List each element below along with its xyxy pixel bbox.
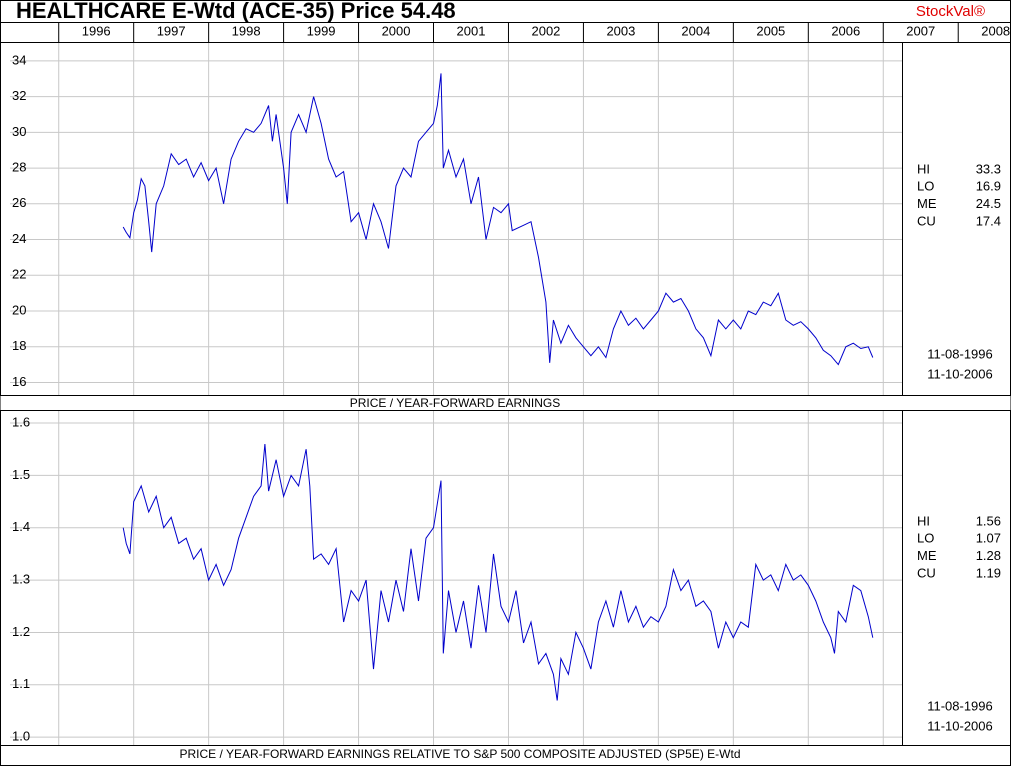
stat-value: 1.07	[976, 531, 1001, 546]
date-label: 11-10-2006	[927, 718, 993, 733]
y-tick-label: 20	[12, 302, 26, 317]
y-tick-label: 1.6	[12, 414, 30, 429]
x-tick-label: 1997	[157, 23, 186, 38]
brand: StockVal®	[916, 3, 985, 20]
y-tick-label: 26	[12, 195, 26, 210]
date-label: 11-10-2006	[927, 366, 993, 381]
data-line	[122, 73, 874, 366]
stat-label: HI	[917, 513, 930, 528]
x-tick-label: 1999	[307, 23, 336, 38]
x-tick-label: 2008	[981, 23, 1010, 38]
x-tick-label: 1998	[232, 23, 261, 38]
stat-value: 33.3	[976, 161, 1001, 176]
y-tick-label: 1.2	[12, 624, 30, 639]
stat-value: 17.4	[976, 213, 1001, 228]
stat-value: 1.19	[976, 565, 1001, 580]
y-tick-label: 1.4	[12, 519, 30, 534]
stat-label: LO	[917, 531, 934, 546]
x-tick-label: 2000	[382, 23, 411, 38]
x-tick-label: 2003	[606, 23, 635, 38]
panel-caption: PRICE / YEAR-FORWARD EARNINGS	[350, 396, 560, 410]
y-tick-label: 16	[12, 374, 26, 389]
stat-value: 24.5	[976, 196, 1001, 211]
caption-strip	[0, 395, 1011, 411]
panel-caption: PRICE / YEAR-FORWARD EARNINGS RELATIVE T…	[179, 747, 740, 761]
x-tick-label: 2006	[831, 23, 860, 38]
stat-label: HI	[917, 161, 930, 176]
y-tick-label: 1.0	[12, 729, 30, 744]
x-tick-label: 2001	[457, 23, 486, 38]
x-tick-label: 2004	[681, 23, 710, 38]
y-tick-label: 30	[12, 124, 26, 139]
stat-value: 1.28	[976, 548, 1001, 563]
stat-label: ME	[917, 548, 937, 563]
stat-label: ME	[917, 196, 937, 211]
date-label: 11-08-1996	[927, 346, 993, 361]
y-tick-label: 28	[12, 160, 26, 175]
stat-value: 16.9	[976, 179, 1001, 194]
stat-label: LO	[917, 179, 934, 194]
y-tick-label: 24	[12, 231, 26, 246]
y-tick-label: 1.3	[12, 572, 30, 587]
x-tick-label: 2002	[531, 23, 560, 38]
stat-label: CU	[917, 565, 936, 580]
title: HEALTHCARE E-Wtd (ACE-35) Price 54.48	[16, 0, 456, 23]
stat-label: CU	[917, 213, 936, 228]
x-tick-label: 2007	[906, 23, 935, 38]
y-tick-label: 1.5	[12, 467, 30, 482]
date-label: 11-08-1996	[927, 698, 993, 713]
y-tick-label: 34	[12, 52, 26, 67]
x-tick-label: 1996	[82, 23, 111, 38]
x-tick-label: 2005	[756, 23, 785, 38]
stat-value: 1.56	[976, 513, 1001, 528]
y-tick-label: 18	[12, 338, 26, 353]
y-tick-label: 22	[12, 267, 26, 282]
y-tick-label: 1.1	[12, 676, 30, 691]
data-line	[122, 443, 874, 701]
y-tick-label: 32	[12, 88, 26, 103]
